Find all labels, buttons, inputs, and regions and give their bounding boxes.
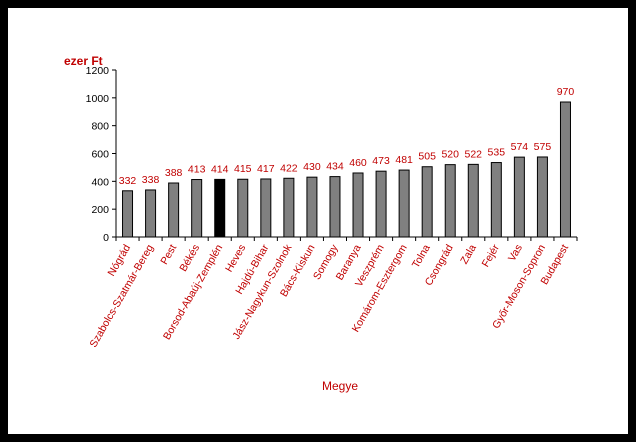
data-label: 434 (326, 161, 344, 173)
data-label: 422 (280, 162, 298, 174)
category-label: Tolna (410, 242, 433, 270)
bar (352, 172, 364, 238)
bar (191, 179, 203, 238)
data-label: 575 (534, 141, 552, 153)
data-label: 520 (441, 149, 459, 161)
data-label: 417 (257, 163, 275, 175)
data-label: 338 (142, 174, 160, 186)
data-label: 473 (372, 155, 390, 167)
data-label: 505 (418, 151, 436, 163)
category-label: Zala (458, 242, 479, 266)
bar (536, 156, 548, 238)
y-axis-title: ezer Ft (64, 54, 103, 68)
bar-chart: 0 200 400 600 800 1000 1200 332 338 388 413 414 415… (64, 54, 578, 393)
y-tick-label: 1200 (86, 65, 110, 77)
bar (375, 170, 387, 238)
data-label: 460 (349, 157, 367, 169)
y-tick-label: 0 (103, 232, 109, 244)
data-label: 574 (511, 141, 529, 153)
bar (260, 178, 272, 238)
bar (467, 163, 479, 238)
bar (398, 169, 410, 238)
chart-panel: 0 200 400 600 800 1000 1200 332 338 388 413 414 415… (8, 8, 628, 434)
bar (306, 176, 318, 238)
x-axis-title: Megye (322, 379, 358, 393)
bar (329, 176, 341, 238)
data-label: 414 (211, 163, 229, 175)
bar (283, 177, 295, 238)
data-label: 535 (488, 147, 506, 159)
bar (513, 156, 525, 238)
data-labels: 332 338 388 413 414 415 417 422 430 434 460 473 481 5… (119, 86, 575, 187)
data-label: 413 (188, 164, 206, 176)
y-tick-label: 600 (91, 149, 109, 161)
bar (122, 190, 134, 238)
category-label: Pest (158, 242, 179, 266)
bar (168, 182, 180, 238)
bar (421, 166, 433, 238)
data-label: 970 (557, 86, 575, 98)
category-label: Fejér (480, 242, 503, 269)
data-label: 388 (165, 167, 183, 179)
y-tick-label: 1000 (86, 93, 110, 105)
bars (122, 101, 571, 238)
y-tick-label: 400 (91, 176, 109, 188)
data-label: 522 (465, 148, 483, 160)
bar (444, 164, 456, 238)
bar (214, 178, 226, 238)
bar (559, 101, 571, 238)
data-label: 415 (234, 163, 252, 175)
bar (145, 189, 157, 238)
y-tick-label: 800 (91, 121, 109, 133)
data-label: 332 (119, 175, 137, 187)
y-tick-label: 200 (91, 204, 109, 216)
category-label: Vas (506, 243, 525, 264)
bar (237, 178, 249, 238)
data-label: 481 (395, 154, 413, 166)
bar (490, 162, 502, 238)
data-label: 430 (303, 161, 321, 173)
